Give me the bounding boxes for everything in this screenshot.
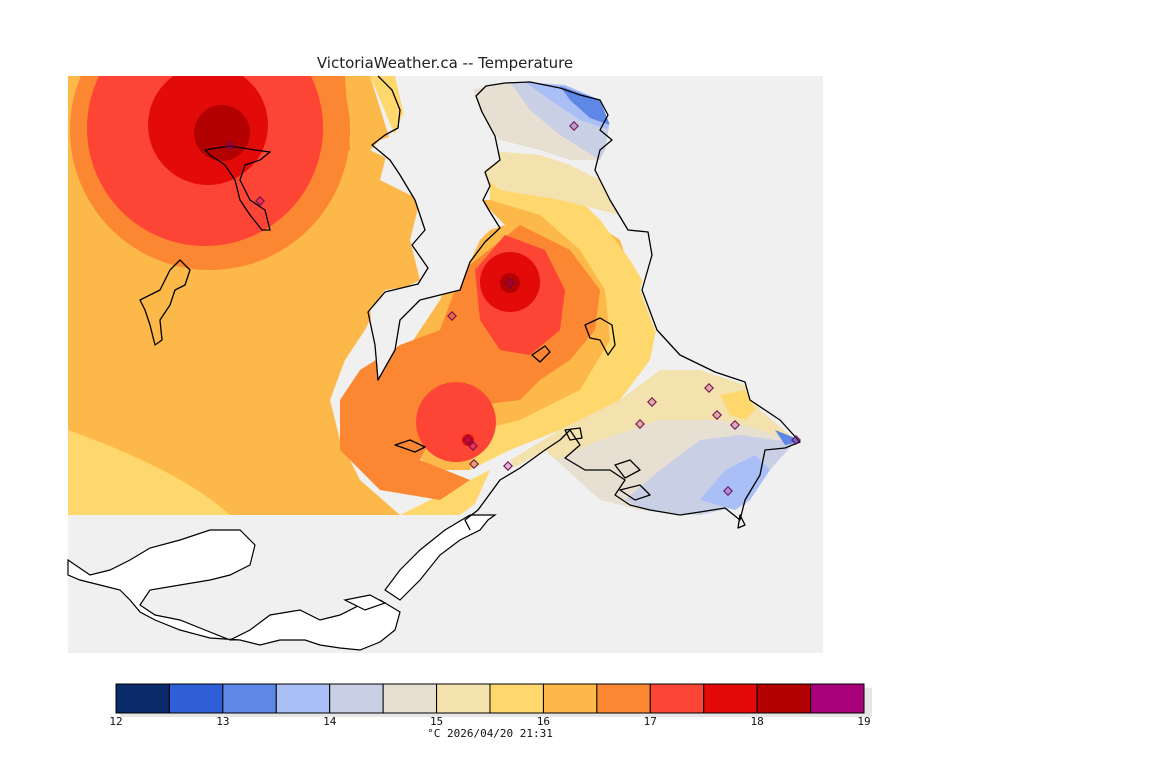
sea-areas bbox=[68, 76, 823, 653]
station-marker bbox=[704, 383, 714, 393]
colorbar-tick-label: 17 bbox=[644, 715, 657, 728]
station-markers bbox=[225, 121, 801, 496]
station-marker bbox=[255, 196, 265, 206]
contour-15-5-north-pen bbox=[480, 150, 620, 215]
colorbar-tick-label: 13 bbox=[216, 715, 229, 728]
station-marker bbox=[791, 435, 801, 445]
colorbar-swatch bbox=[596, 683, 651, 714]
station-marker bbox=[730, 420, 740, 430]
contour-18-nw bbox=[194, 105, 250, 161]
contour-18-central bbox=[500, 273, 520, 293]
contour-17-5-south bbox=[462, 434, 474, 446]
station-marker bbox=[505, 278, 515, 288]
colorbar-tick-label: 18 bbox=[751, 715, 764, 728]
station-marker bbox=[723, 486, 733, 496]
colorbar-swatch bbox=[329, 683, 384, 714]
contour-16-se-patch bbox=[720, 390, 755, 420]
temperature-contours bbox=[68, 76, 800, 515]
coastlines bbox=[139, 75, 801, 531]
station-marker bbox=[569, 121, 579, 131]
colorbar-swatch bbox=[810, 683, 865, 714]
contour-13-5-se bbox=[775, 430, 800, 445]
station-marker bbox=[463, 435, 473, 445]
station-marker bbox=[225, 141, 235, 151]
station-marker bbox=[469, 459, 479, 469]
colorbar-tick-label: 14 bbox=[323, 715, 337, 728]
contour-14-north-pen bbox=[525, 82, 610, 130]
colorbar-swatch bbox=[436, 683, 491, 714]
station-marker bbox=[447, 311, 457, 321]
scale-footer: °C 2026/04/20 21:31 bbox=[116, 727, 864, 740]
colorbar-swatch bbox=[489, 683, 544, 714]
colorbar-swatch bbox=[275, 683, 331, 714]
contour-16-n-strip bbox=[370, 76, 405, 135]
unit-label: °C bbox=[427, 727, 441, 740]
colorbar-swatch bbox=[222, 683, 277, 714]
station-marker bbox=[712, 410, 722, 420]
contour-13-5-north-pen bbox=[560, 86, 610, 125]
timestamp-label: 2026/04/20 21:31 bbox=[446, 727, 553, 740]
colorbar-swatch bbox=[703, 683, 758, 714]
station-marker bbox=[647, 397, 657, 407]
station-marker bbox=[468, 441, 478, 451]
map-title: VictoriaWeather.ca -- Temperature bbox=[316, 54, 574, 72]
station-marker bbox=[503, 461, 513, 471]
color-scale-bar: 12 13 14 15 16 17 18 19 bbox=[109, 683, 872, 728]
contour-17-south bbox=[416, 382, 496, 462]
station-marker bbox=[635, 419, 645, 429]
contour-14-se bbox=[700, 455, 770, 510]
colorbar-tick-label: 16 bbox=[537, 715, 550, 728]
contour-15-5-central bbox=[470, 175, 660, 470]
colorbar-swatch bbox=[382, 683, 438, 714]
colorbar-swatch bbox=[649, 683, 705, 714]
colorbar-tick-label: 15 bbox=[430, 715, 443, 728]
contour-15-5-sw bbox=[68, 430, 230, 515]
colorbar-tick-label: 19 bbox=[857, 715, 870, 728]
colorbar-swatch bbox=[756, 683, 812, 714]
colorbar-swatch bbox=[115, 683, 170, 714]
san-juan-islands bbox=[67, 514, 497, 651]
contour-14-5-se bbox=[625, 435, 795, 515]
colorbar-swatch bbox=[168, 683, 224, 714]
colorbar-tick-label: 12 bbox=[109, 715, 122, 728]
colorbar-swatch bbox=[542, 683, 598, 714]
